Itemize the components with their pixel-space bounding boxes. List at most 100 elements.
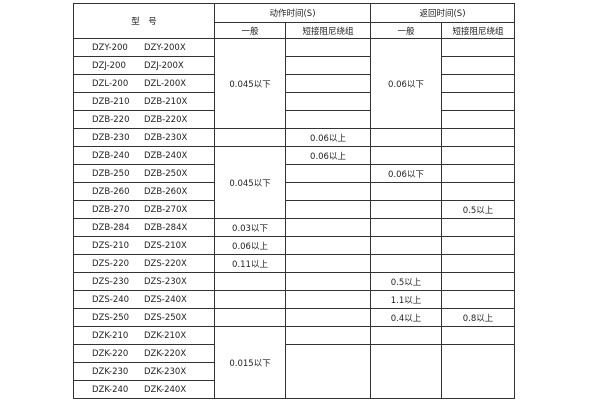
action-short-damping-cell	[285, 218, 371, 237]
header-return-general: 一般	[370, 22, 442, 39]
action-short-damping-cell	[285, 344, 371, 399]
action-general-cell: 0.03以下	[214, 218, 286, 237]
header-row: 型 号 动作时间(S) 返回时间(S)	[73, 3, 515, 39]
action-short-damping-cell: 0.06以上	[285, 146, 371, 165]
model-name: DZS-240	[92, 294, 130, 305]
action-short-damping-cell	[285, 290, 371, 309]
model-name: DZS-220X	[144, 258, 187, 269]
model-name: DZB-240X	[144, 150, 188, 161]
model-name: DZB-220	[92, 114, 130, 125]
return-short-damping-cell	[441, 56, 515, 75]
action-general-cell	[214, 128, 286, 147]
model-name: DZB-270X	[144, 204, 188, 215]
model-name: DZK-210X	[144, 330, 187, 341]
model-name: DZK-210	[92, 330, 129, 341]
table-row: DZK-210 DZK-210X 0.015以下	[73, 326, 515, 399]
return-general-cell: 0.06以下	[370, 164, 442, 183]
return-short-damping-cell	[441, 236, 515, 255]
model-name: DZJ-200	[92, 60, 126, 71]
model-cell: DZS-220 DZS-220X	[73, 254, 215, 273]
model-name: DZL-200	[92, 78, 129, 89]
return-short-damping-cell	[441, 272, 515, 291]
action-general-cell	[214, 290, 286, 309]
model-cell: DZB-284 DZB-284X	[73, 218, 215, 237]
table-row: DZS-210 DZS-210X 0.06以上	[73, 236, 515, 255]
action-short-damping-cell	[285, 272, 371, 291]
model-name: DZB-260X	[144, 186, 188, 197]
model-cell: DZB-240 DZB-240X	[73, 146, 215, 165]
model-name: DZB-260	[92, 186, 130, 197]
model-name: DZK-220	[92, 348, 129, 359]
model-name: DZB-210X	[144, 96, 188, 107]
model-name: DZB-210	[92, 96, 130, 107]
model-name: DZL-200X	[144, 78, 187, 89]
header-action-time: 动作时间(S)	[214, 3, 371, 23]
model-name: DZB-250X	[144, 168, 188, 179]
model-name: DZY-200	[92, 42, 128, 53]
return-general-cell	[370, 326, 442, 345]
action-short-damping-cell	[285, 38, 371, 57]
return-short-damping-cell	[441, 218, 515, 237]
model-name: DZB-230	[92, 132, 130, 143]
return-short-damping-cell	[441, 92, 515, 111]
table-row: DZB-210 DZB-210X	[73, 92, 515, 111]
return-short-damping-cell	[441, 326, 515, 345]
header-action-general: 一般	[214, 22, 286, 39]
model-cell: DZY-200 DZY-200X	[73, 38, 215, 57]
model-name: DZB-250	[92, 168, 130, 179]
return-short-damping-cell	[441, 344, 515, 399]
model-cell: DZS-230 DZS-230X	[73, 272, 215, 291]
action-short-damping-cell	[285, 92, 371, 111]
table-row: DZB-260 DZB-260X	[73, 182, 515, 201]
model-cell: DZB-210 DZB-210X	[73, 92, 215, 111]
model-name: DZY-200X	[144, 42, 186, 53]
model-name: DZB-284X	[144, 222, 188, 233]
model-name: DZK-240X	[144, 384, 187, 395]
model-name: DZS-250	[92, 312, 130, 323]
action-general-cell: 0.045以下	[214, 146, 286, 219]
action-general-cell	[214, 272, 286, 291]
action-short-damping-cell	[285, 110, 371, 129]
header-model: 型 号	[73, 3, 215, 39]
table-row: DZY-200 DZY-200X 0.045以下 0.06以下	[73, 38, 515, 129]
header-return-short-damping: 短接阻尼绕组	[441, 22, 515, 39]
table-row: DZL-200 DZL-200X	[73, 74, 515, 93]
model-name: DZS-220	[92, 258, 130, 269]
action-short-damping-cell	[285, 164, 371, 183]
subheader-row: 一般 短接阻尼绕组 一般 短接阻尼绕组	[74, 22, 515, 39]
return-short-damping-cell	[441, 128, 515, 147]
model-name: DZS-230X	[144, 276, 187, 287]
table-row: DZK-230 DZK-230X	[73, 362, 515, 381]
model-name: DZB-270	[92, 204, 130, 215]
return-short-damping-cell	[441, 182, 515, 201]
return-short-damping-cell	[441, 164, 515, 183]
return-short-damping-cell: 0.8以上	[441, 308, 515, 327]
relay-timing-table: 型 号 动作时间(S) 返回时间(S) 一般 短接阻尼绕组 一般 短接阻尼绕组 …	[73, 3, 515, 399]
model-cell: DZS-210 DZS-210X	[73, 236, 215, 255]
model-cell: DZB-270 DZB-270X	[73, 200, 215, 219]
model-name: DZK-220X	[144, 348, 187, 359]
return-short-damping-cell	[441, 146, 515, 165]
return-short-damping-cell: 0.5以上	[441, 200, 515, 219]
model-cell: DZS-240 DZS-240X	[73, 290, 215, 309]
model-name: DZK-240	[92, 384, 129, 395]
table-row: DZK-240 DZK-240X	[73, 380, 515, 399]
model-cell: DZL-200 DZL-200X	[73, 74, 215, 93]
model-cell: DZJ-200 DZJ-200X	[73, 56, 215, 75]
model-cell: DZB-250 DZB-250X	[73, 164, 215, 183]
action-short-damping-cell	[285, 308, 371, 327]
return-general-cell: 0.06以下	[370, 38, 442, 129]
model-name: DZS-230	[92, 276, 130, 287]
return-general-cell	[370, 128, 442, 147]
table-row: DZS-250 DZS-250X 0.4以上 0.8以上	[73, 308, 515, 327]
model-cell: DZS-250 DZS-250X	[73, 308, 215, 327]
model-cell: DZB-230 DZB-230X	[73, 128, 215, 147]
model-name: DZJ-200X	[144, 60, 184, 71]
model-name: DZS-250X	[144, 312, 187, 323]
table-row: DZS-240 DZS-240X 1.1以上	[73, 290, 515, 309]
table-row: DZB-220 DZB-220X	[73, 110, 515, 129]
header-return-time: 返回时间(S)	[370, 3, 515, 23]
table-row: DZB-230 DZB-230X 0.06以上	[73, 128, 515, 147]
table-row: DZB-250 DZB-250X 0.06以下	[73, 164, 515, 183]
return-general-cell	[370, 200, 442, 219]
